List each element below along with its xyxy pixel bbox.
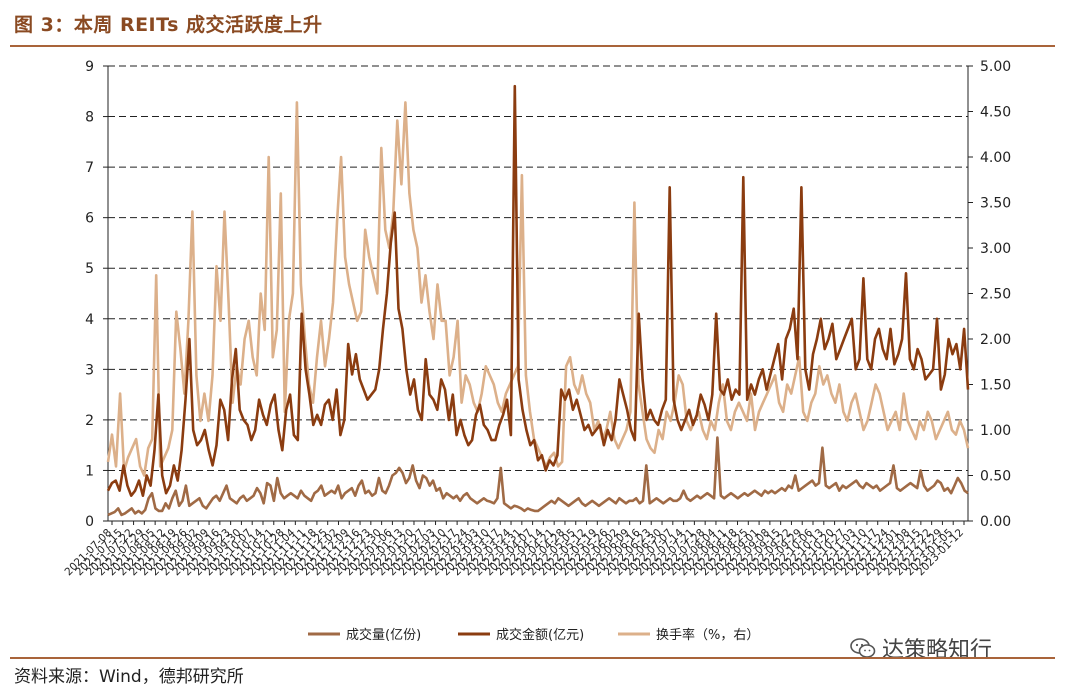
left-axis: 0 1 2 3 4 5 6 7 8 9 <box>85 59 109 530</box>
right-tick-label: 3.50 <box>980 196 1011 212</box>
series-line-1 <box>106 84 970 498</box>
legend-label-2: 换手率（%，右） <box>656 627 759 643</box>
right-tick-label: 5.00 <box>980 59 1011 75</box>
left-tick-label: 7 <box>85 160 94 176</box>
left-tick-label: 8 <box>85 110 94 126</box>
gridlines <box>108 65 968 471</box>
figure-title: 图 3：本周 REITs 成交活跃度上升 <box>14 14 323 36</box>
legend-label-0: 成交量(亿份) <box>346 627 421 643</box>
x-axis: 2021-07-082021-07-152021-07-222021-07-29… <box>62 520 968 578</box>
watermark: 达策略知行 <box>850 632 992 664</box>
right-tick-label: 0.00 <box>980 514 1011 530</box>
left-tick-label: 5 <box>85 261 94 277</box>
left-tick-label: 4 <box>85 312 94 328</box>
title-rule <box>10 45 1055 47</box>
watermark-text: 达策略知行 <box>882 638 993 663</box>
right-tick-label: 0.50 <box>980 469 1011 485</box>
right-tick-label: 1.50 <box>980 378 1011 394</box>
left-tick-label: 1 <box>85 463 94 479</box>
legend-label-1: 成交金额(亿元) <box>496 627 584 643</box>
series-lines <box>106 84 970 517</box>
wechat-icon <box>850 638 876 658</box>
legend: 成交量(亿份) 成交金额(亿元) 换手率（%，右） <box>308 627 759 643</box>
left-tick-label: 2 <box>85 413 94 429</box>
source-rule <box>10 657 1055 659</box>
left-tick-label: 3 <box>85 362 94 378</box>
source-note: 资料来源：Wind，德邦研究所 <box>14 667 244 687</box>
right-tick-label: 3.00 <box>980 241 1011 257</box>
left-tick-label: 6 <box>85 211 94 227</box>
left-tick-label: 9 <box>85 59 94 75</box>
right-tick-label: 1.00 <box>980 423 1011 439</box>
right-tick-label: 4.00 <box>980 150 1011 166</box>
right-tick-label: 4.50 <box>980 105 1011 121</box>
right-tick-label: 2.00 <box>980 332 1011 348</box>
series-line-0 <box>107 436 969 517</box>
right-axis: 0.00 0.50 1.00 1.50 2.00 2.50 3.00 3.50 4.00 4.50… <box>967 59 1011 530</box>
left-tick-label: 0 <box>85 514 94 530</box>
right-tick-label: 2.50 <box>980 287 1011 303</box>
activity-line-chart: 0 1 2 3 4 5 6 7 8 9 0.00 0.50 1.00 1.50 2.00 2.50 3.00 3… <box>62 59 1011 643</box>
series-line-2 <box>106 101 970 477</box>
